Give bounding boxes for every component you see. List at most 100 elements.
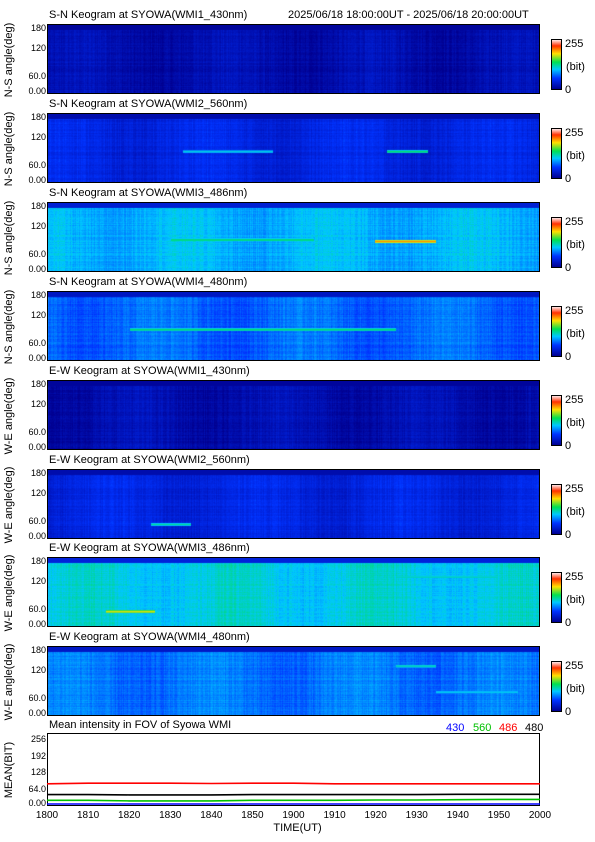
keogram-panel: E-W Keogram at SYOWA(WMI2_560nm) W-E angl… [0,453,595,544]
keogram-title: E-W Keogram at SYOWA(WMI2_560nm) [49,454,250,466]
colorbar-unit-label: (bit) [566,61,585,73]
series-line-560 [47,798,540,802]
keogram-y-tick: 0.00 [28,531,46,541]
keogram-y-tick: 120 [30,576,46,586]
keogram-y-tick: 60.0 [28,427,46,437]
x-tick-label: 1940 [446,810,469,821]
colorbar [551,306,562,357]
keogram-y-axis-label: N-S angle(deg) [2,111,15,187]
keogram-title: E-W Keogram at SYOWA(WMI4_480nm) [49,631,250,643]
x-tick-label: 1930 [405,810,428,821]
keogram-y-tick: 180 [30,379,46,389]
keogram-title: E-W Keogram at SYOWA(WMI3_486nm) [49,542,250,554]
mean-y-tick: 256 [30,734,46,744]
keogram-y-tick: 60.0 [28,71,46,81]
keogram-y-axis-label: N-S angle(deg) [2,289,15,365]
x-tick-label: 1830 [159,810,182,821]
series-line-486 [47,782,540,785]
colorbar-unit-label: (bit) [566,328,585,340]
mean-intensity-plot [47,733,540,806]
colorbar-min-label: 0 [565,706,572,718]
legend-486: 486 [499,722,518,734]
colorbar [551,484,562,535]
keogram-y-tick: 120 [30,221,46,231]
keogram-title: S-N Keogram at SYOWA(WMI2_560nm) [49,98,248,110]
keogram-panel: S-N Keogram at SYOWA(WMI2_560nm) N-S angl… [0,97,595,186]
keogram-y-tick: 120 [30,310,46,320]
keogram-y-tick: 180 [30,112,46,122]
mean-y-tick: 0.00 [28,798,46,808]
keogram-y-tick: 180 [30,201,46,211]
keogram-y-axis-label: W-E angle(deg) [2,643,15,721]
colorbar [551,661,562,712]
keogram-y-tick: 120 [30,43,46,53]
x-tick-label: 1920 [364,810,387,821]
keogram-y-axis-label: N-S angle(deg) [2,22,15,98]
colorbar-min-label: 0 [565,262,572,274]
legend-430: 430 [446,722,465,734]
keogram-title: S-N Keogram at SYOWA(WMI4_480nm) [49,276,248,288]
keogram-image [47,469,540,539]
keogram-y-axis-label: W-E angle(deg) [2,554,15,632]
keogram-panel: S-N Keogram at SYOWA(WMI3_486nm) N-S angl… [0,186,595,275]
colorbar-min-label: 0 [565,617,572,629]
colorbar-min-label: 0 [565,173,572,185]
keogram-y-tick: 0.00 [28,708,46,718]
colorbar-min-label: 0 [565,529,572,541]
keogram-y-tick: 60.0 [28,516,46,526]
keogram-image [47,113,540,183]
mean-y-tick: 192 [30,751,46,761]
mean-y-tick: 128 [30,767,46,777]
colorbar [551,128,562,179]
keogram-image [47,380,540,450]
colorbar-min-label: 0 [565,440,572,452]
keogram-title: S-N Keogram at SYOWA(WMI3_486nm) [49,187,248,199]
keogram-title: E-W Keogram at SYOWA(WMI1_430nm) [49,365,250,377]
x-tick-label: 1840 [200,810,223,821]
colorbar-max-label: 255 [565,38,584,50]
colorbar [551,217,562,268]
colorbar-unit-label: (bit) [566,239,585,251]
mean-y-axis-label: MEAN(BIT) [2,741,15,798]
x-tick-label: 2000 [528,810,552,821]
keogram-y-axis-label: W-E angle(deg) [2,377,15,455]
colorbar-unit-label: (bit) [566,150,585,162]
keogram-y-tick: 0.00 [28,619,46,629]
keogram-y-tick: 0.00 [28,264,46,274]
colorbar-max-label: 255 [565,305,584,317]
colorbar-max-label: 255 [565,127,584,139]
keogram-y-tick: 120 [30,399,46,409]
date-range: 2025/06/18 18:00:00UT - 2025/06/18 20:00… [288,9,529,21]
colorbar-min-label: 0 [565,84,572,96]
x-tick-label: 1910 [323,810,346,821]
legend-560: 560 [473,722,492,734]
keogram-y-tick: 0.00 [28,442,46,452]
keogram-image [47,291,540,361]
keogram-y-tick: 180 [30,645,46,655]
colorbar [551,39,562,90]
keogram-y-tick: 60.0 [28,338,46,348]
keogram-panel: E-W Keogram at SYOWA(WMI1_430nm) W-E angl… [0,364,595,455]
x-tick-label: 1800 [35,810,59,821]
x-tick-label: 1850 [241,810,264,821]
colorbar-max-label: 255 [565,571,584,583]
colorbar-unit-label: (bit) [566,417,585,429]
keogram-y-tick: 180 [30,556,46,566]
keogram-y-axis-label: W-E angle(deg) [2,466,15,544]
mean-y-tick: 64.0 [28,784,46,794]
series-line-480 [47,793,540,796]
keogram-y-axis-label: N-S angle(deg) [2,200,15,276]
keogram-panel: E-W Keogram at SYOWA(WMI3_486nm) W-E angl… [0,541,595,632]
keogram-image [47,24,540,94]
colorbar [551,395,562,446]
colorbar-max-label: 255 [565,483,584,495]
keogram-y-tick: 0.00 [28,175,46,185]
keogram-y-tick: 120 [30,132,46,142]
x-axis-label: TIME(UT) [273,822,322,834]
legend-480: 480 [525,722,544,734]
colorbar-max-label: 255 [565,394,584,406]
keogram-title: S-N Keogram at SYOWA(WMI1_430nm) [49,9,248,21]
colorbar-unit-label: (bit) [566,594,585,606]
x-tick-label: 1900 [282,810,305,821]
